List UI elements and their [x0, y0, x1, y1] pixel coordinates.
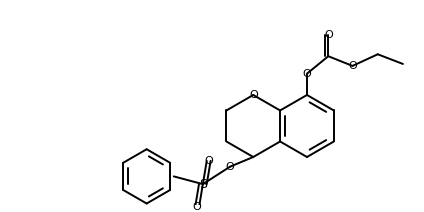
Text: S: S: [199, 178, 207, 191]
Text: O: O: [204, 156, 213, 166]
Text: O: O: [324, 30, 333, 40]
Text: O: O: [348, 61, 357, 71]
Text: O: O: [303, 69, 311, 79]
Text: O: O: [192, 202, 201, 212]
Text: O: O: [249, 90, 258, 100]
Text: O: O: [226, 162, 234, 172]
